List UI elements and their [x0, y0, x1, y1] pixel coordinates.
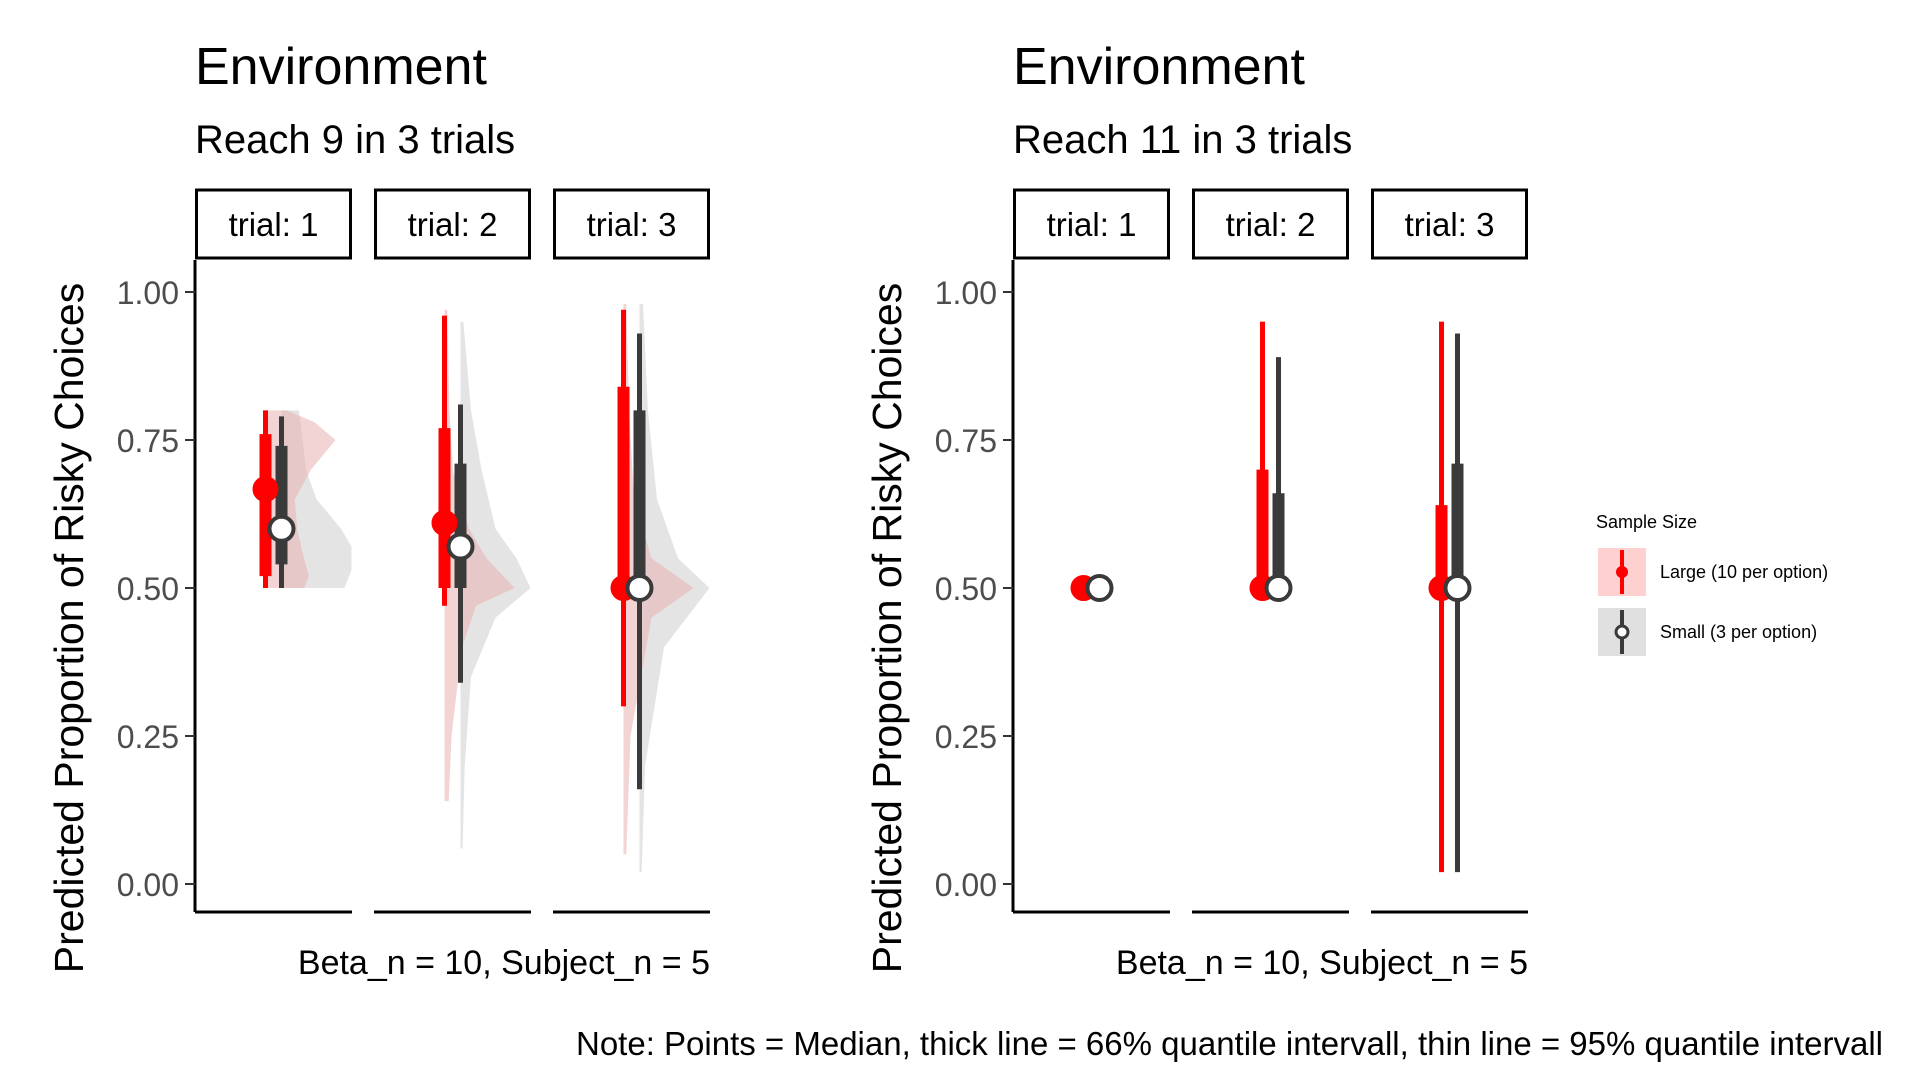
facet-1: trial: 1: [195, 188, 352, 914]
y-tick-label: 0.25: [117, 719, 179, 755]
facet-strip: [1192, 188, 1349, 260]
legend-key-marker: [1614, 624, 1630, 640]
figure-note: Note: Points = Median, thick line = 66% …: [576, 1025, 1883, 1062]
legend-label: Small (3 per option): [1660, 622, 1817, 642]
legend-key-marker: [1616, 566, 1628, 578]
facet-strip: [1013, 188, 1170, 260]
facet-strip: [374, 188, 531, 260]
median-point-small: [1085, 574, 1114, 602]
facet-strip-label: trial: 1: [229, 206, 319, 243]
facet-strip: [195, 188, 352, 260]
chart-subtitle: Reach 9 in 3 trials: [195, 118, 515, 162]
y-tick-label: 0.75: [117, 423, 179, 459]
y-axis-label: Predicted Proportion of Risky Choices: [864, 283, 910, 973]
x-caption: Beta_n = 10, Subject_n = 5: [1116, 944, 1528, 982]
median-point-small: [446, 532, 475, 561]
y-tick-label: 1.00: [117, 275, 179, 311]
facet-2: trial: 2: [1192, 188, 1349, 914]
median-point-small: [625, 574, 654, 602]
facet-strip: [1371, 188, 1528, 260]
facet-3: trial: 3: [1371, 188, 1528, 914]
median-point-small: [1443, 574, 1472, 602]
x-caption: Beta_n = 10, Subject_n = 5: [298, 944, 710, 982]
facet-strip-label: trial: 1: [1047, 206, 1137, 243]
legend-title: Sample Size: [1596, 512, 1697, 532]
facet-2: trial: 2: [374, 188, 531, 914]
chart-panel-1: Environment Reach 9 in 3 trials Predicted …: [46, 38, 710, 982]
chart-subtitle: Reach 11 in 3 trials: [1013, 118, 1352, 162]
legend-key: [1598, 548, 1646, 596]
legend: Sample Size Large (10 per option) Small (3…: [1596, 512, 1828, 656]
y-tick-label: 0.50: [117, 571, 179, 607]
facet-1: trial: 1: [1013, 188, 1170, 914]
facet-strip-label: trial: 3: [587, 206, 677, 243]
y-tick-label: 1.00: [935, 275, 997, 311]
legend-key: [1598, 608, 1646, 656]
facet-strip: [553, 188, 710, 260]
median-point-small: [1264, 574, 1293, 602]
facet-3: trial: 3: [553, 188, 710, 914]
y-axis-label: Predicted Proportion of Risky Choices: [46, 283, 92, 973]
median-point-small: [267, 514, 296, 543]
y-tick-label: 0.75: [935, 423, 997, 459]
median-point-large: [252, 476, 279, 503]
y-tick-label: 0.25: [935, 719, 997, 755]
density-large: [623, 303, 694, 855]
y-tick-label: 0.00: [117, 867, 179, 903]
legend-label: Large (10 per option): [1660, 562, 1828, 582]
facet-strip-label: trial: 2: [1226, 206, 1316, 243]
density-large: [444, 309, 515, 802]
facet-strip-label: trial: 3: [1405, 206, 1495, 243]
facet-strip-label: trial: 2: [408, 206, 498, 243]
median-point-large: [431, 509, 458, 536]
y-tick-label: 0.00: [935, 867, 997, 903]
chart-title: Environment: [195, 38, 487, 96]
chart-panel-2: Environment Reach 11 in 3 trials Predicted…: [864, 38, 1528, 982]
chart-title: Environment: [1013, 38, 1305, 96]
y-tick-label: 0.50: [935, 571, 997, 607]
